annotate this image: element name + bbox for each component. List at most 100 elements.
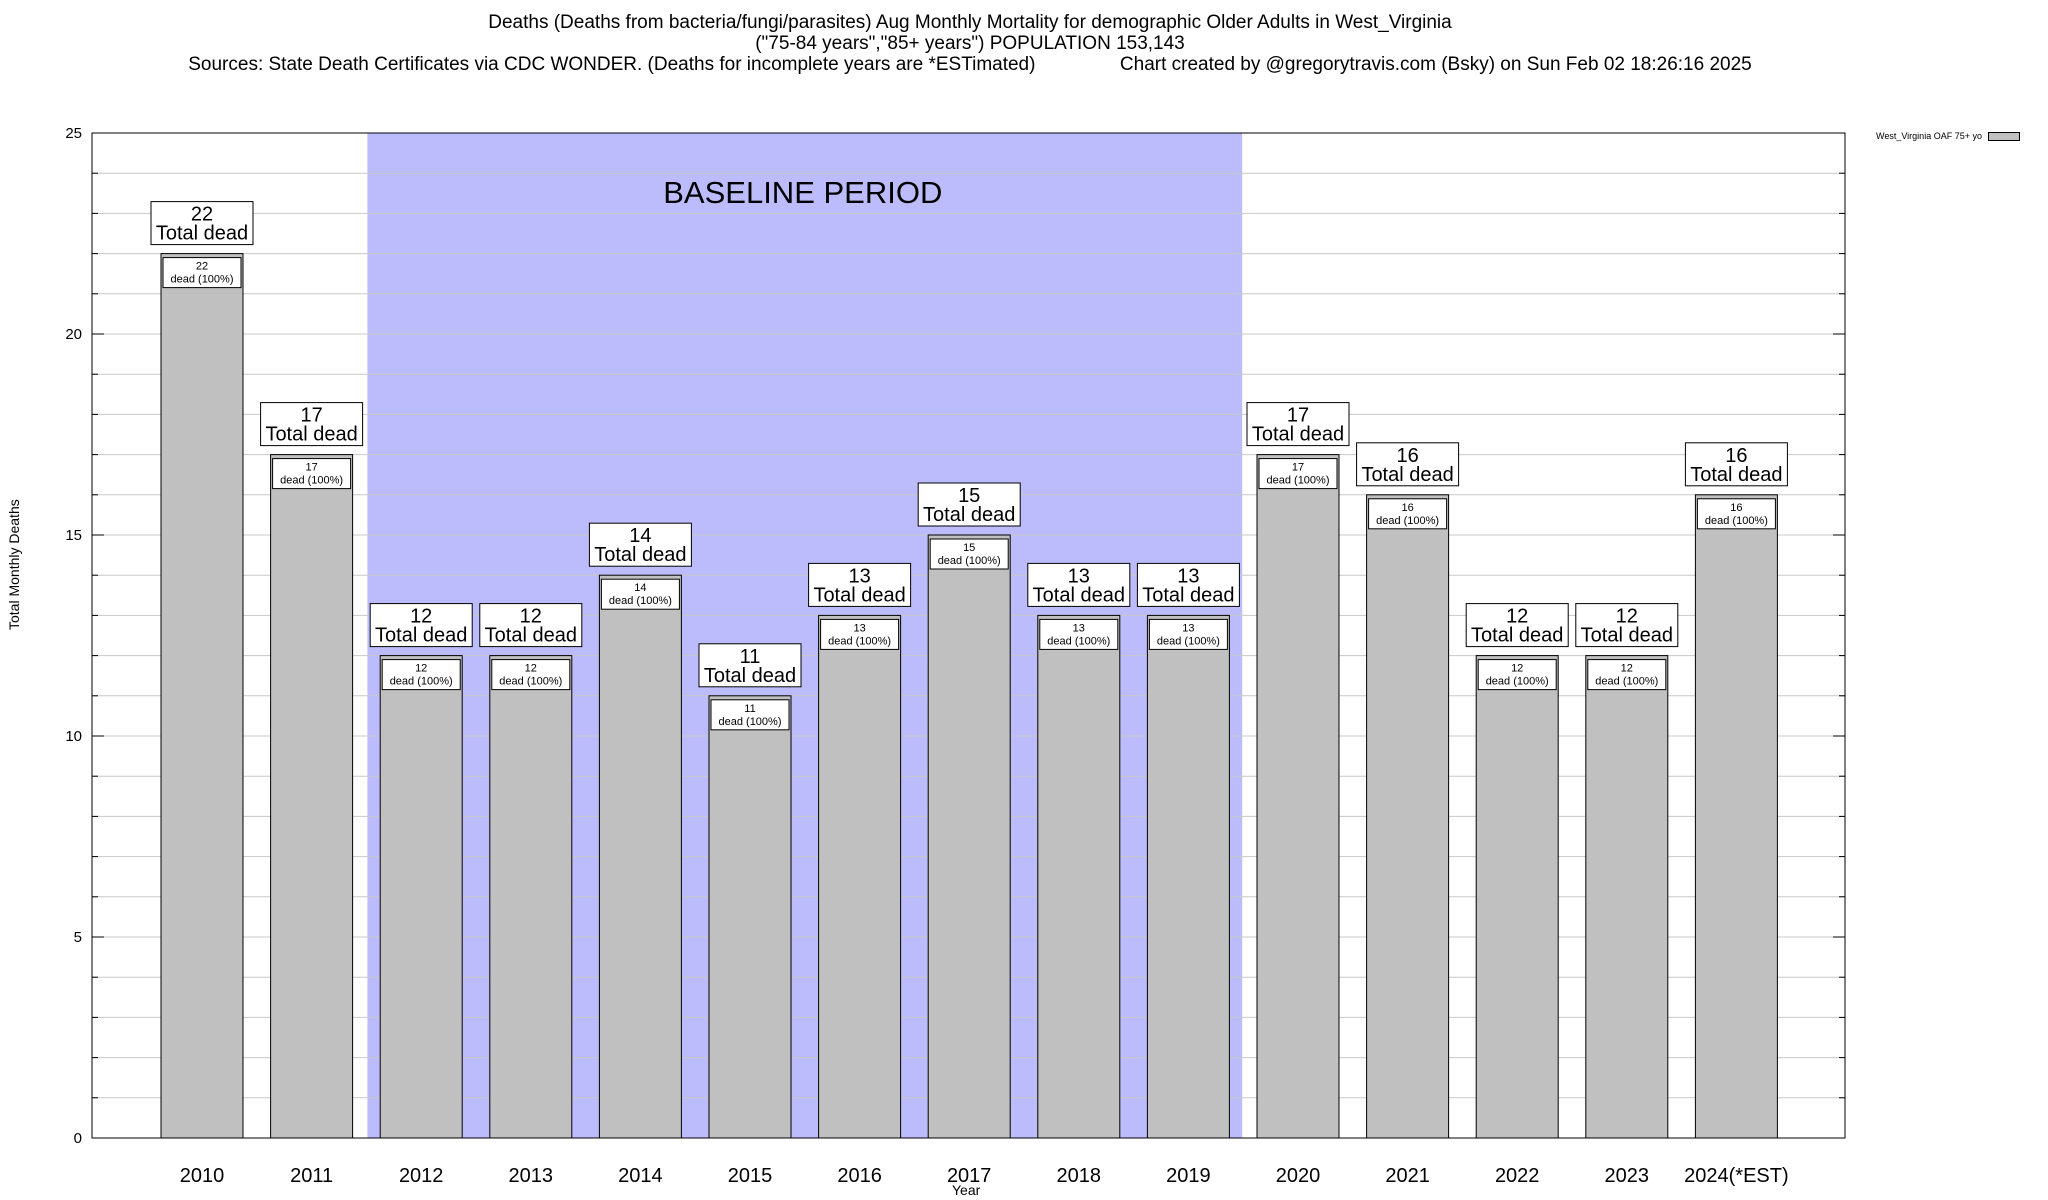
- top-label-text: Total dead: [1361, 464, 1453, 486]
- inner-label-value: 13: [853, 622, 865, 634]
- x-tick-label: 2014: [618, 1165, 663, 1187]
- inner-label-box: [491, 659, 571, 691]
- x-tick-label: 2021: [1385, 1165, 1430, 1187]
- inner-label-value: 12: [525, 663, 537, 675]
- y-tick-label: 25: [65, 125, 82, 142]
- top-label-value: 13: [848, 565, 870, 587]
- legend-swatch: [1987, 131, 2020, 141]
- top-label-box: [260, 402, 364, 447]
- top-label-value: 16: [1396, 445, 1418, 467]
- inner-label-text: dead (100%): [1705, 515, 1768, 527]
- inner-label-text: dead (100%): [1595, 676, 1658, 688]
- top-label-text: Total dead: [813, 584, 905, 606]
- x-tick-label: 2011: [290, 1165, 333, 1187]
- x-tick-label: 2016: [837, 1165, 882, 1187]
- inner-label-value: 17: [1292, 462, 1304, 474]
- inner-label-box: [1696, 498, 1776, 530]
- y-tick-label: 0: [74, 1130, 82, 1147]
- top-label-text: Total dead: [1471, 625, 1563, 647]
- legend: West_Virginia OAF 75+ yo: [1876, 131, 2020, 141]
- x-axis-label: Year: [952, 1182, 981, 1198]
- inner-label-box: [1258, 458, 1338, 490]
- y-tick-label: 10: [65, 728, 82, 745]
- top-label-value: 12: [1616, 606, 1638, 628]
- bar: [1475, 655, 1559, 1139]
- bar: [379, 655, 463, 1139]
- top-label-text: Total dead: [704, 665, 796, 687]
- top-label-text: Total dead: [1581, 625, 1673, 647]
- title-line-2: ("75-84 years","85+ years") POPULATION 1…: [755, 33, 1185, 54]
- inner-label-box: [1039, 618, 1119, 650]
- inner-label-value: 12: [1511, 663, 1523, 675]
- inner-label-box: [1477, 659, 1557, 691]
- inner-label-text: dead (100%): [1047, 635, 1110, 647]
- inner-label-text: dead (100%): [1376, 515, 1439, 527]
- top-label-value: 17: [1287, 405, 1309, 427]
- x-tick-label: 2017: [947, 1165, 992, 1187]
- top-label-text: Total dead: [156, 223, 248, 245]
- inner-label-box: [1368, 498, 1448, 530]
- inner-label-value: 16: [1401, 502, 1413, 514]
- inner-label-box: [710, 699, 790, 731]
- top-label-value: 13: [1068, 565, 1090, 587]
- inner-label-box: [820, 618, 900, 650]
- x-tick-label: 2019: [1166, 1165, 1211, 1187]
- bar: [1256, 454, 1340, 1139]
- inner-label-text: dead (100%): [1157, 635, 1220, 647]
- top-label-box: [698, 643, 802, 688]
- inner-label-box: [272, 458, 352, 490]
- y-tick-label: 20: [65, 326, 82, 343]
- inner-label-text: dead (100%): [609, 595, 672, 607]
- top-label-box: [1684, 442, 1788, 487]
- bar: [270, 454, 354, 1139]
- y-tick-label: 15: [65, 527, 82, 544]
- inner-label-value: 22: [196, 261, 208, 273]
- inner-label-text: dead (100%): [390, 676, 453, 688]
- inner-label-text: dead (100%): [1267, 475, 1330, 487]
- x-tick-label: 2013: [509, 1165, 554, 1187]
- inner-label-value: 12: [1621, 663, 1633, 675]
- x-tick-label: 2022: [1495, 1165, 1540, 1187]
- x-tick-label: 2018: [1057, 1165, 1102, 1187]
- inner-label-box: [1587, 659, 1667, 691]
- top-label-value: 12: [1506, 606, 1528, 628]
- top-label-value: 22: [191, 204, 213, 226]
- bar: [1366, 494, 1450, 1139]
- top-label-text: Total dead: [485, 625, 577, 647]
- inner-label-value: 13: [1182, 622, 1194, 634]
- top-label-value: 13: [1177, 565, 1199, 587]
- inner-label-box: [381, 659, 461, 691]
- inner-label-text: dead (100%): [1486, 676, 1549, 688]
- bar: [1146, 614, 1230, 1139]
- top-label-box: [1356, 442, 1460, 487]
- top-label-value: 11: [740, 646, 761, 668]
- inner-label-value: 11: [744, 703, 755, 715]
- top-label-box: [917, 482, 1021, 527]
- bar: [160, 253, 244, 1139]
- top-label-text: Total dead: [923, 504, 1015, 526]
- top-label-text: Total dead: [1252, 424, 1344, 446]
- y-tick-label: 5: [74, 929, 82, 946]
- inner-label-text: dead (100%): [171, 274, 234, 286]
- top-label-text: Total dead: [265, 424, 357, 446]
- inner-label-text: dead (100%): [719, 716, 782, 728]
- bar: [1585, 655, 1669, 1139]
- top-label-value: 12: [410, 606, 432, 628]
- x-tick-label: 2010: [180, 1165, 225, 1187]
- top-label-box: [588, 522, 692, 567]
- bar: [927, 534, 1011, 1139]
- top-label-box: [150, 201, 254, 246]
- inner-label-value: 17: [305, 462, 317, 474]
- inner-label-value: 12: [415, 663, 427, 675]
- top-label-box: [479, 603, 583, 648]
- inner-label-value: 16: [1730, 502, 1742, 514]
- bar: [1037, 614, 1121, 1139]
- top-label-box: [369, 603, 473, 648]
- bar: [818, 614, 902, 1139]
- inner-label-value: 15: [963, 542, 975, 554]
- x-tick-label: 2024(*EST): [1684, 1165, 1789, 1187]
- bar: [1694, 494, 1778, 1139]
- bar: [489, 655, 573, 1139]
- chart-title: Deaths (Deaths from bacteria/fungi/paras…: [0, 12, 1940, 75]
